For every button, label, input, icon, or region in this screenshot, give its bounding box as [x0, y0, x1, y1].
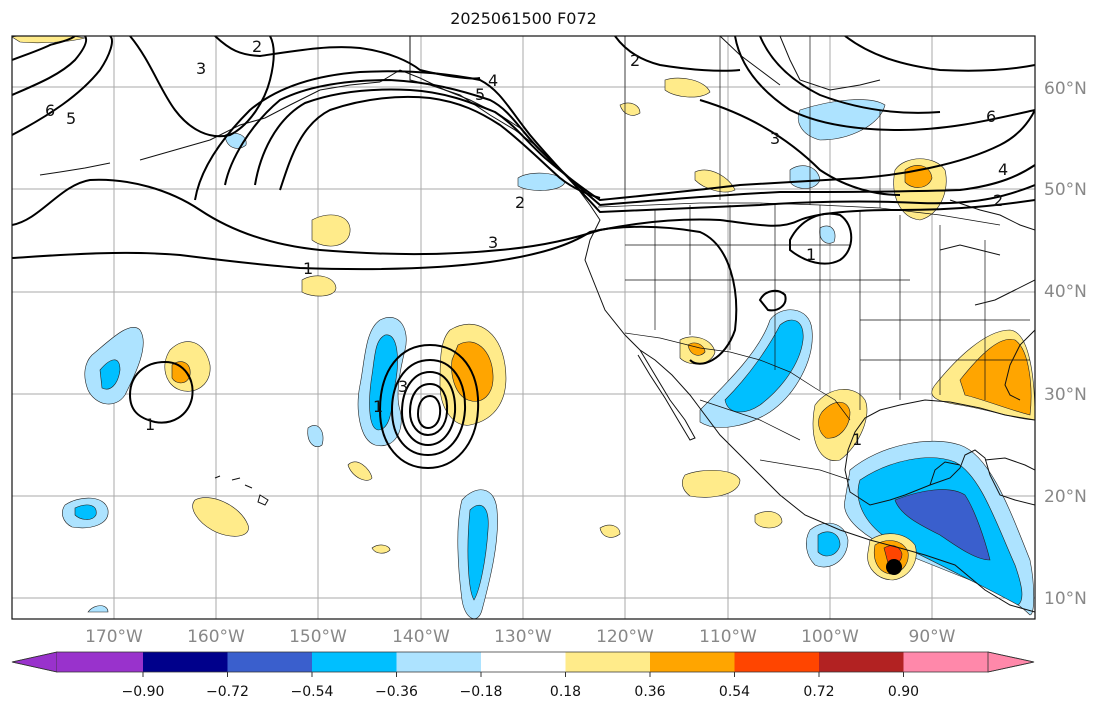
lat-label: 40°N [1044, 282, 1087, 302]
lon-label: 110°W [699, 627, 757, 647]
map-frame [11, 35, 1036, 620]
height-contours [12, 36, 1035, 470]
colorbar-tick-label: −0.18 [460, 684, 503, 700]
lat-label: 20°N [1044, 487, 1087, 507]
colorbar-segment [227, 652, 313, 672]
contour-label: 2 [993, 191, 1003, 210]
colorbar-tick-label: 0.36 [634, 684, 665, 700]
lon-label: 160°W [187, 627, 245, 647]
anomaly-shading [12, 36, 1035, 619]
colorbar-extend-high [987, 651, 1035, 673]
colorbar-tick-label: −0.54 [291, 684, 334, 700]
contour-label: 4 [488, 71, 498, 90]
colorbar-segment [565, 652, 651, 672]
colorbar: −0.90 −0.72 −0.54 −0.36 −0.18 0.18 0.36 0.54 0.7… [11, 651, 1035, 700]
contour-label: 2 [630, 51, 640, 70]
lon-label: 120°W [596, 627, 654, 647]
lat-label: 60°N [1044, 79, 1087, 99]
contour-labels: 6 5 4 3 2 1 2 3 4 5 6 1 3 2 1 1 3 2 1 [45, 37, 1008, 449]
colorbar-segment [903, 652, 989, 672]
colorbar-segment [481, 652, 566, 672]
contour-label: 6 [986, 107, 996, 126]
storm-center-marker [886, 559, 902, 575]
contour-label: 3 [770, 129, 780, 148]
lon-label: 90°W [909, 627, 956, 647]
colorbar-segment [819, 652, 904, 672]
colorbar-tick-label: −0.90 [122, 684, 165, 700]
colorbar-tick-label: 0.90 [888, 684, 919, 700]
lat-label: 30°N [1044, 385, 1087, 405]
lon-label: 130°W [494, 627, 552, 647]
contour-label: 1 [806, 245, 816, 264]
colorbar-segment [312, 652, 397, 672]
lat-label: 10°N [1044, 589, 1087, 609]
colorbar-segment [734, 652, 820, 672]
contour-label: 1 [145, 415, 155, 434]
colorbar-tick-label: 0.18 [550, 684, 581, 700]
contour-label: 6 [45, 101, 55, 120]
colorbar-segment [396, 652, 482, 672]
contour-label: 3 [196, 59, 206, 78]
lon-label: 100°W [801, 627, 859, 647]
lat-label: 50°N [1044, 180, 1087, 200]
map-title: 2025061500 F072 [450, 9, 597, 28]
colorbar-tick-label: 0.72 [803, 684, 834, 700]
contour-label: 2 [515, 193, 525, 212]
contour-label: 4 [998, 160, 1008, 179]
colorbar-outline [11, 651, 1035, 673]
lon-label: 170°W [85, 627, 143, 647]
colorbar-tick-label: −0.72 [206, 684, 249, 700]
colorbar-extend-low [11, 651, 58, 673]
contour-label: 1 [373, 397, 383, 416]
contour-label: 2 [252, 37, 262, 56]
lon-label: 140°W [392, 627, 450, 647]
colorbar-tick-label: −0.36 [375, 684, 418, 700]
contour-label: 3 [488, 233, 498, 252]
longitude-labels: 170°W 160°W 150°W 140°W 130°W 120°W 110°… [85, 627, 956, 647]
colorbar-segment [143, 652, 228, 672]
colorbar-segment [650, 652, 735, 672]
latitude-labels: 60°N 50°N 40°N 30°N 20°N 10°N [1044, 79, 1087, 609]
contour-label: 3 [398, 377, 408, 396]
lon-label: 150°W [289, 627, 347, 647]
contour-label: 5 [66, 109, 76, 128]
contour-label: 5 [475, 85, 485, 104]
contour-label: 1 [303, 259, 313, 278]
contour-label: 1 [852, 430, 862, 449]
colorbar-tick-label: 0.54 [719, 684, 750, 700]
colorbar-segment [57, 652, 144, 672]
political-borders [597, 36, 1030, 481]
